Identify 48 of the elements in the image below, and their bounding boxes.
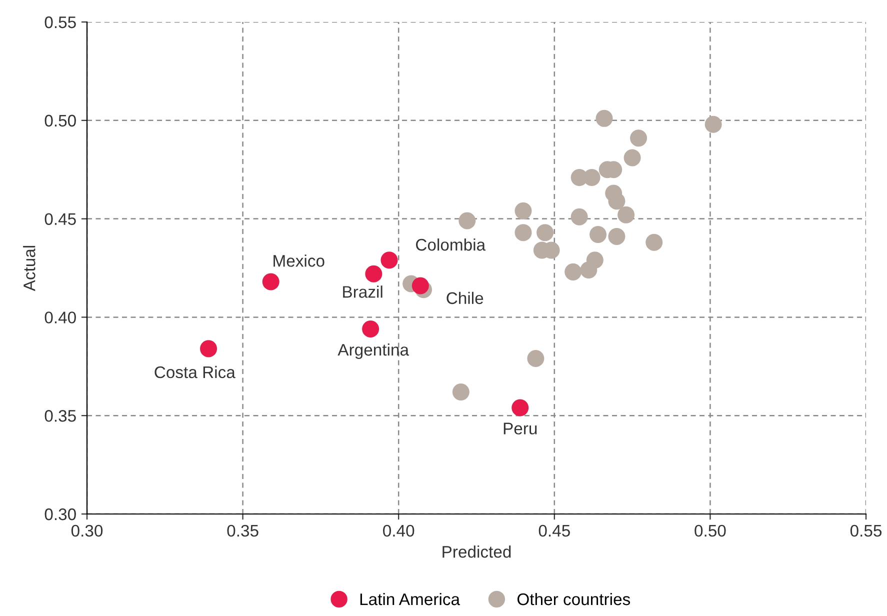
point: [608, 192, 626, 210]
point: [630, 130, 648, 147]
point: [380, 252, 398, 269]
point: [596, 110, 613, 127]
annotation: Peru: [504, 422, 537, 434]
annotation: Brazil: [343, 286, 382, 298]
point: [514, 224, 532, 242]
point: [365, 265, 382, 282]
x-tick-label: 0.45: [538, 524, 570, 537]
point: [570, 208, 588, 226]
x-axis-title: Predicted: [442, 546, 511, 558]
point: [200, 340, 218, 358]
x-tick-label: 0.50: [694, 524, 726, 537]
annotation: Argentina: [338, 343, 410, 359]
point: [608, 228, 626, 246]
annotation: Costa Rica: [154, 366, 236, 378]
point: [618, 206, 635, 224]
legend-label: Other countries: [517, 592, 630, 606]
x-tick-label: 0.30: [71, 524, 103, 537]
x-tick-label: 0.55: [850, 524, 882, 537]
y-tick-label: 0.55: [44, 16, 76, 28]
point: [458, 212, 476, 230]
point: [412, 277, 429, 294]
point: [590, 226, 607, 244]
y-tick-label: 0.45: [44, 213, 76, 226]
annotation: Mexico: [274, 254, 324, 267]
y-tick-label: 0.40: [44, 312, 76, 324]
point: [564, 263, 582, 280]
y-tick-label: 0.30: [44, 508, 76, 520]
x-tick-label: 0.35: [227, 524, 258, 537]
point: [452, 383, 470, 400]
point: [536, 224, 554, 242]
point: [527, 350, 544, 368]
legend-label: Latin America: [360, 592, 460, 606]
point: [362, 320, 380, 338]
annotation: Chile: [446, 292, 484, 304]
y-tick-label: 0.50: [44, 114, 76, 127]
y-axis-title: Actual: [23, 246, 36, 292]
point: [514, 202, 532, 220]
point: [646, 234, 663, 251]
x-tick-label: 0.40: [383, 524, 414, 537]
annotation: Colombia: [416, 238, 486, 251]
point: [262, 273, 280, 290]
point: [704, 116, 722, 133]
point: [580, 261, 598, 278]
point: [512, 399, 529, 416]
y-tick-label: 0.35: [44, 410, 76, 422]
point: [624, 149, 641, 166]
